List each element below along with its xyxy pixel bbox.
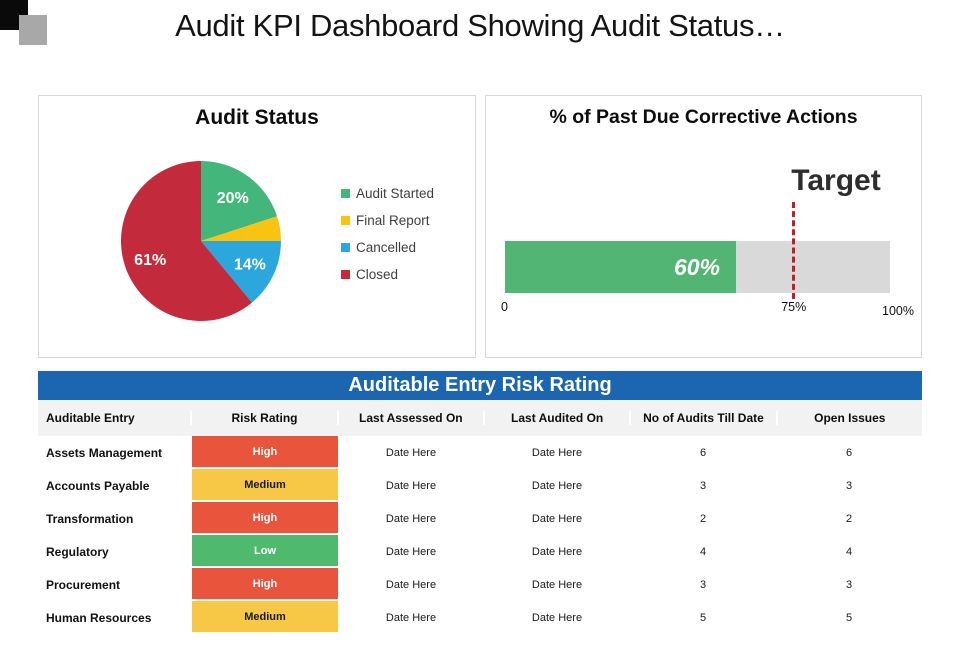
risk-badge-high: High <box>192 436 338 467</box>
pie-slice-label: 20% <box>217 190 249 207</box>
auditable-entry-cell: Human Resources <box>46 610 152 625</box>
auditable-entry-cell: Assets Management <box>46 445 163 460</box>
pie-slice-cancelled <box>201 241 281 303</box>
risk-rating-cell: High <box>192 568 338 601</box>
audit-status-title: Audit Status <box>195 106 319 129</box>
table-body: Assets Management High Date Here Date Here 6… <box>38 436 922 634</box>
table-row: Assets Management High Date Here Date Here 6… <box>38 436 922 469</box>
legend-label: Cancelled <box>356 240 417 255</box>
risk-badge-low: Low <box>192 535 338 566</box>
table-cell: 3 <box>845 578 853 591</box>
table-cell: Date Here <box>531 545 583 558</box>
auditable-entry-cell: Accounts Payable <box>46 478 150 493</box>
risk-badge-high: High <box>192 568 338 599</box>
legend-label: Closed <box>356 267 399 282</box>
axis-label-target: 75% <box>781 300 807 314</box>
table-cell: 5 <box>845 611 853 624</box>
table-cell: Date Here <box>531 512 583 525</box>
table-cell: 4 <box>845 545 853 558</box>
column-header-last-assessed-on: Last Assessed On <box>336 411 483 425</box>
pie-slice-final-report <box>201 216 281 241</box>
slide-title: Audit KPI Dashboard Showing Audit Status… <box>175 8 785 43</box>
risk-rating-cell: Medium <box>192 469 338 502</box>
risk-badge-medium: Medium <box>192 601 338 632</box>
table-cell: 3 <box>699 578 707 591</box>
column-header-auditable-entry: Auditable Entry <box>46 411 135 425</box>
table-row: Transformation High Date Here Date Here 2 2 <box>38 502 922 535</box>
decor-gray-square <box>19 15 47 45</box>
legend-item-cancelled: Cancelled <box>341 234 434 261</box>
table-cell: Date Here <box>531 578 583 591</box>
table-cell: Date Here <box>385 545 437 558</box>
legend-color-swatch <box>341 189 350 198</box>
table-cell: Date Here <box>385 611 437 624</box>
risk-rating-cell: Medium <box>192 601 338 634</box>
legend-item-closed: Closed <box>341 261 434 288</box>
progress-bar-fill: 60% <box>505 241 736 293</box>
axis-label-max: 100% <box>882 304 914 318</box>
auditable-entry-cell: Procurement <box>46 577 121 592</box>
table-cell: 6 <box>845 446 853 459</box>
target-annotation: Target <box>791 164 881 197</box>
table-row: Accounts Payable Medium Date Here Date Here… <box>38 469 922 502</box>
legend-color-swatch <box>341 216 350 225</box>
pie-legend: Audit Started Final Report Cancelled Closed <box>341 180 434 288</box>
risk-rating-table: Auditable Entry Risk Rating Auditable En… <box>38 371 922 634</box>
corrective-actions-title: % of Past Due Corrective Actions <box>549 106 858 128</box>
table-cell: Date Here <box>531 611 583 624</box>
table-row: Human Resources Medium Date Here Date Here 5… <box>38 601 922 634</box>
table-row: Regulatory Low Date Here Date Here 4 4 <box>38 535 922 568</box>
legend-label: Final Report <box>356 213 430 228</box>
column-header-open-issues: Open Issues <box>775 411 922 425</box>
table-cell: Date Here <box>385 578 437 591</box>
table-cell: 4 <box>699 545 707 558</box>
risk-badge-medium: Medium <box>192 469 338 500</box>
legend-item-final-report: Final Report <box>341 207 434 234</box>
pie-slice-audit-started <box>201 161 278 241</box>
column-header-risk-rating: Risk Rating <box>190 411 336 425</box>
pie-slice-label: 61% <box>134 252 166 269</box>
axis-label-min: 0 <box>501 300 508 314</box>
corrective-actions-panel: % of Past Due Corrective Actions Target … <box>485 95 922 358</box>
risk-badge-high: High <box>192 502 338 533</box>
legend-label: Audit Started <box>356 186 435 201</box>
progress-value-label: 60% <box>673 253 720 280</box>
risk-rating-cell: High <box>192 502 338 535</box>
table-cell: 5 <box>699 611 707 624</box>
table-cell: 2 <box>845 512 853 525</box>
column-header-last-audited-on: Last Audited On <box>482 411 629 425</box>
risk-rating-cell: High <box>192 436 338 469</box>
table-title: Auditable Entry Risk Rating <box>38 371 922 400</box>
bar-axis: 0 75% 100% <box>501 298 914 318</box>
risk-rating-cell: Low <box>192 535 338 568</box>
table-cell: 3 <box>699 479 707 492</box>
table-cell: 2 <box>699 512 707 525</box>
progress-bar-track: 60% <box>505 241 890 293</box>
table-header-row: Auditable Entry Risk Rating Last Assessed … <box>38 400 922 436</box>
legend-color-swatch <box>341 243 350 252</box>
table-cell: Date Here <box>385 512 437 525</box>
table-cell: 3 <box>845 479 853 492</box>
auditable-entry-cell: Regulatory <box>46 544 109 559</box>
audit-status-panel: Audit Status 20% 14% 61% Audit Started Fina… <box>38 95 476 358</box>
legend-item-audit-started: Audit Started <box>341 180 434 207</box>
pie-slice-label: 14% <box>234 256 266 273</box>
audit-status-pie-chart: 20% 14% 61% <box>120 160 281 321</box>
table-cell: Date Here <box>531 479 583 492</box>
auditable-entry-cell: Transformation <box>46 511 134 526</box>
pie-slice-closed <box>120 160 252 321</box>
legend-color-swatch <box>341 270 350 279</box>
table-row: Procurement High Date Here Date Here 3 3 <box>38 568 922 601</box>
table-cell: Date Here <box>531 446 583 459</box>
table-cell: Date Here <box>385 479 437 492</box>
table-cell: 6 <box>699 446 707 459</box>
table-cell: Date Here <box>385 446 437 459</box>
column-header-no-of-audits-till-date: No of Audits Till Date <box>629 411 775 425</box>
